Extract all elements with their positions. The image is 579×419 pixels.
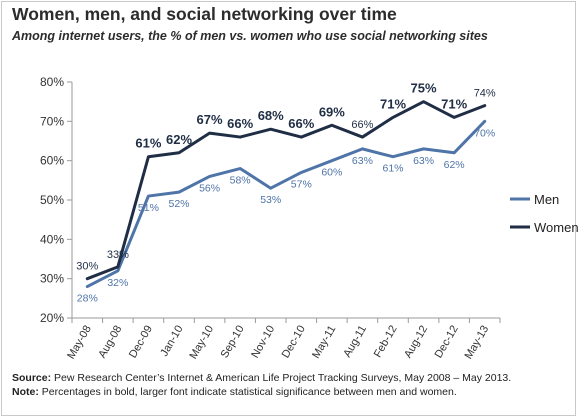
- y-tick-label: 70%: [40, 114, 64, 128]
- x-tick-label: Aug-12: [402, 324, 430, 361]
- x-tick-label: May-13: [463, 324, 492, 362]
- significance-note: Note: Percentages in bold, larger font i…: [12, 386, 457, 398]
- x-tick-label: Dec-09: [127, 324, 155, 361]
- source-label: Source:: [12, 372, 52, 384]
- x-tick-label: May-10: [187, 324, 216, 362]
- data-label-women: 66%: [288, 116, 314, 131]
- data-label-women: 66%: [227, 116, 253, 131]
- data-label-men: 51%: [138, 202, 159, 214]
- x-tick-label: Aug-11: [341, 324, 369, 360]
- y-tick-label: 80%: [40, 75, 64, 89]
- series-line-men: [85, 119, 487, 289]
- data-label-men: 28%: [77, 293, 98, 305]
- x-tick-label: Dec-10: [280, 324, 308, 361]
- legend-label-men: Men: [534, 192, 559, 207]
- data-label-women: 75%: [411, 81, 437, 96]
- y-tick-label: 20%: [40, 311, 64, 325]
- data-label-women: 62%: [166, 132, 192, 147]
- legend-label-women: Women: [534, 220, 579, 235]
- x-tick-label: Sep-10: [219, 324, 247, 361]
- data-label-men: 58%: [230, 175, 251, 187]
- data-label-women: 33%: [107, 249, 129, 261]
- chart-subtitle: Among internet users, the % of men vs. w…: [12, 29, 488, 43]
- x-tick-label: Jan-10: [158, 324, 185, 359]
- data-label-men: 70%: [474, 127, 495, 139]
- data-label-women: 69%: [319, 104, 345, 119]
- data-label-women: 61%: [135, 136, 161, 151]
- data-label-women: 68%: [258, 108, 284, 123]
- data-label-men: 63%: [352, 155, 373, 167]
- source-note: Source: Pew Research Center’s Internet &…: [12, 372, 511, 384]
- data-label-men: 62%: [444, 159, 465, 171]
- y-tick-label: 30%: [40, 272, 64, 286]
- data-label-men: 63%: [413, 155, 434, 167]
- source-text: Pew Research Center’s Internet & America…: [54, 372, 512, 384]
- data-label-men: 61%: [382, 163, 403, 175]
- x-tick-label: May-08: [65, 324, 94, 362]
- data-label-men: 60%: [321, 167, 342, 179]
- data-label-men: 32%: [107, 277, 128, 289]
- x-tick-label: Nov-10: [249, 324, 277, 361]
- y-tick-label: 40%: [40, 232, 64, 246]
- y-tick-label: 60%: [40, 154, 64, 168]
- data-label-women: 67%: [197, 112, 223, 127]
- data-label-women: 74%: [474, 88, 496, 100]
- data-label-women: 71%: [441, 96, 467, 111]
- data-label-women: 71%: [380, 96, 406, 111]
- data-label-men: 57%: [291, 178, 312, 190]
- x-tick-label: May-11: [310, 324, 338, 361]
- y-tick-label: 50%: [40, 193, 64, 207]
- data-label-men: 52%: [168, 198, 189, 210]
- x-tick-label: Feb-12: [372, 324, 400, 360]
- data-label-women: 30%: [76, 261, 98, 273]
- data-label-men: 56%: [199, 182, 220, 194]
- x-tick-label: Dec-12: [433, 324, 461, 361]
- series-line-women: [85, 100, 487, 281]
- data-label-women: 66%: [351, 119, 373, 131]
- chart-title: Women, men, and social networking over t…: [12, 4, 397, 24]
- data-label-men: 53%: [260, 194, 281, 206]
- x-tick-label: Aug-08: [96, 324, 124, 361]
- note-label: Note:: [12, 386, 39, 398]
- note-text: Percentages in bold, larger font indicat…: [41, 386, 457, 398]
